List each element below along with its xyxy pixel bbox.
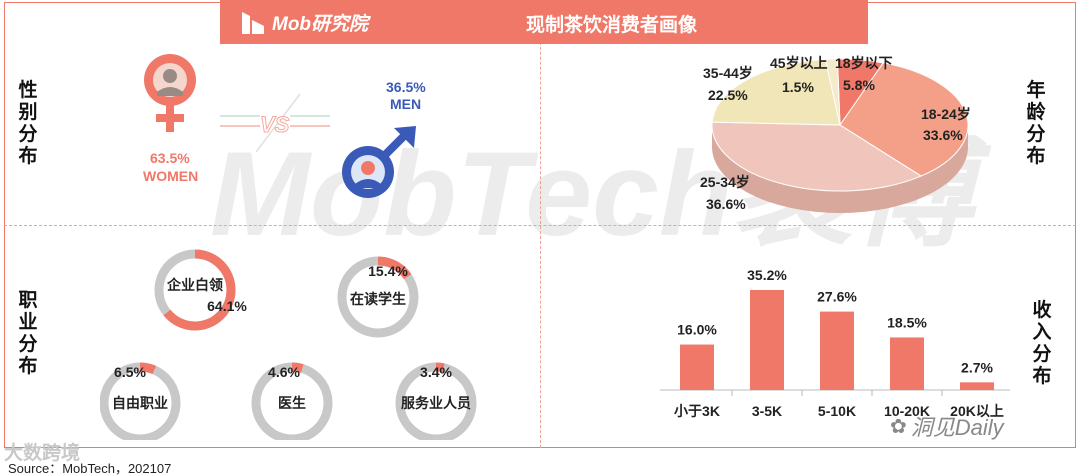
age-value-under18: 5.8% (843, 77, 875, 93)
age-label-25-34: 25-34岁 (700, 174, 750, 190)
income-bar-3 (890, 337, 924, 390)
income-category-label-2: 5-10K (818, 403, 856, 419)
income-value-label-3: 18.5% (887, 314, 927, 330)
income-bar-4 (960, 382, 994, 390)
page-title: 现制茶饮消费者画像 (526, 15, 698, 36)
donut-label-4: 服务业人员 (401, 395, 471, 411)
male-symbol-icon (342, 126, 416, 198)
income-bar-0 (680, 344, 714, 390)
occupation-section-label: 职业分布 (18, 290, 38, 377)
income-value-label-0: 16.0% (677, 322, 717, 338)
pie-slice-3 (711, 58, 841, 126)
men-percentage: 36.5% (386, 79, 426, 95)
pie-side-wall (712, 125, 968, 213)
age-value-25-34: 36.6% (706, 196, 746, 212)
income-section-label: 收入分布 (1032, 300, 1052, 387)
donut-value-2: 6.5% (114, 364, 146, 380)
donut-fill-2 (100, 362, 181, 440)
women-percentage: 63.5% (150, 150, 190, 166)
income-value-label-2: 27.6% (817, 289, 857, 305)
donut-label-2: 自由职业 (112, 395, 168, 411)
age-value-35-44: 22.5% (708, 87, 748, 103)
men-label: MEN (390, 96, 422, 112)
age-value-18-24: 33.6% (923, 127, 963, 143)
pie-slice-4 (824, 58, 841, 126)
income-category-label-3: 10-20K (884, 403, 930, 419)
donut-fill-1 (337, 256, 419, 338)
income-category-label-4: 20K以上 (950, 403, 1004, 419)
occupation-donut-charts: 企业白领 64.1% 在读学生 15.4% 自由职业 6.5% 医生 4.6% 服务业人员 3.4… (100, 249, 477, 440)
vertical-divider (540, 2, 541, 448)
donut-value-3: 4.6% (268, 364, 300, 380)
age-label-18-24: 18-24岁 (921, 106, 971, 122)
income-bar-1 (750, 290, 784, 390)
age-section-label: 年龄分布 (1026, 80, 1046, 167)
wechat-watermark: ✿ 洞见Daily (890, 410, 1004, 442)
age-pie-chart (711, 58, 969, 213)
women-label: WOMEN (143, 168, 199, 184)
income-value-label-4: 2.7% (961, 359, 993, 375)
source-note: Source：MobTech，202107 (8, 461, 172, 476)
gender-section-label: 性别分布 (18, 80, 38, 167)
wechat-text: 洞见Daily (910, 415, 1004, 440)
donut-fill-0 (154, 249, 236, 331)
donut-value-0: 64.1% (207, 298, 247, 314)
vs-icon: VS (220, 93, 330, 153)
income-bar-chart: 16.0% 小于3K 35.2% 3-5K 27.6% 5-10K 18.5% 10-20K 2… (660, 267, 1010, 419)
age-value-45plus: 1.5% (782, 79, 814, 95)
donut-label-1: 在读学生 (350, 291, 406, 307)
donut-fill-4 (395, 362, 477, 440)
income-category-label-1: 3-5K (752, 403, 782, 419)
wechat-icon: ✿ (890, 415, 907, 438)
donut-fill-3 (251, 362, 333, 440)
vs-text: VS (260, 112, 290, 137)
pie-slice-1 (839, 62, 969, 177)
donut-value-4: 3.4% (420, 364, 452, 380)
donut-value-1: 15.4% (368, 263, 408, 279)
header-banner: Mob研究院 现制茶饮消费者画像 (220, 0, 868, 44)
pie-slice-2 (711, 121, 923, 192)
income-value-label-1: 35.2% (747, 267, 787, 283)
logo-text: Mob研究院 (272, 13, 369, 35)
donut-label-0: 企业白领 (166, 277, 223, 293)
age-label-35-44: 35-44岁 (703, 65, 753, 81)
mob-logo-icon (242, 12, 264, 34)
age-label-under18: 18岁以下 (835, 55, 893, 71)
mob-logo: Mob研究院 (240, 8, 368, 36)
income-bar-2 (820, 311, 854, 390)
age-label-45plus: 45岁以上 (770, 55, 828, 71)
income-category-label-0: 小于3K (674, 403, 720, 419)
donut-label-3: 医生 (278, 395, 306, 411)
female-symbol-icon (144, 54, 196, 132)
footer-brand: 大数跨境 (4, 443, 81, 464)
